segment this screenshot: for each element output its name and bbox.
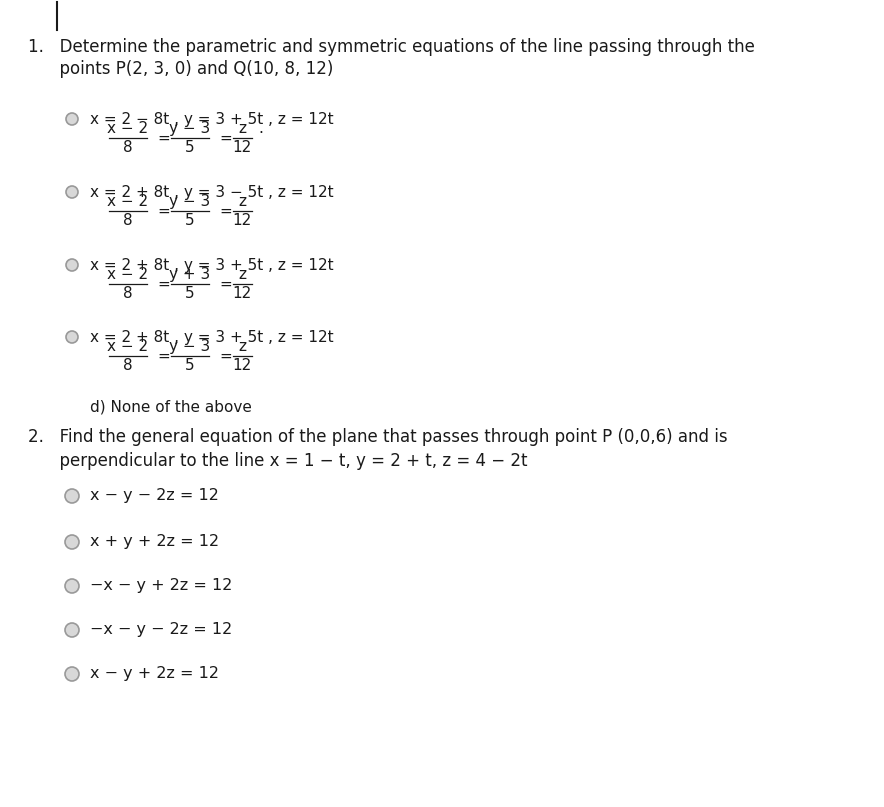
Text: =: = [219,277,232,291]
Text: points P(2, 3, 0) and Q(10, 8, 12): points P(2, 3, 0) and Q(10, 8, 12) [28,60,333,78]
Text: .: . [258,121,263,136]
Text: 12: 12 [232,286,252,301]
Circle shape [66,186,78,198]
Circle shape [65,579,79,593]
Text: z: z [238,194,246,209]
Text: 5: 5 [185,140,194,155]
Text: =: = [157,277,171,291]
Text: 12: 12 [232,213,252,228]
Circle shape [65,489,79,503]
Text: y + 3: y + 3 [169,267,210,282]
Text: 8: 8 [123,358,133,373]
Text: =: = [157,131,171,145]
Text: x − 2: x − 2 [107,267,149,282]
Text: −x − y − 2z = 12: −x − y − 2z = 12 [90,622,232,637]
Text: x = 2 + 8t , y = 3 + 5t , z = 12t: x = 2 + 8t , y = 3 + 5t , z = 12t [90,330,333,345]
Text: =: = [219,349,232,363]
Text: y − 3: y − 3 [169,121,210,136]
Text: =: = [157,349,171,363]
Text: 5: 5 [185,358,194,373]
Text: x − y − 2z = 12: x − y − 2z = 12 [90,488,219,503]
Circle shape [66,113,78,125]
Text: y − 3: y − 3 [169,194,210,209]
Text: x − y + 2z = 12: x − y + 2z = 12 [90,666,219,681]
Circle shape [66,331,78,343]
Text: =: = [219,203,232,219]
Text: 1.   Determine the parametric and symmetric equations of the line passing throug: 1. Determine the parametric and symmetri… [28,38,755,56]
Text: 5: 5 [185,213,194,228]
Text: 5: 5 [185,286,194,301]
Text: =: = [157,203,171,219]
Text: z: z [238,121,246,136]
Text: 2.   Find the general equation of the plane that passes through point P (0,0,6) : 2. Find the general equation of the plan… [28,428,728,446]
Text: z: z [238,267,246,282]
Text: x − 2: x − 2 [107,339,149,354]
Circle shape [66,259,78,271]
Text: x = 2 + 8t , y = 3 − 5t , z = 12t: x = 2 + 8t , y = 3 − 5t , z = 12t [90,185,333,200]
Text: x = 2 + 8t , y = 3 + 5t , z = 12t: x = 2 + 8t , y = 3 + 5t , z = 12t [90,258,333,273]
Text: z: z [238,339,246,354]
Text: =: = [219,131,232,145]
Text: x − 2: x − 2 [107,194,149,209]
Text: x + y + 2z = 12: x + y + 2z = 12 [90,534,219,549]
Circle shape [65,623,79,637]
Text: −x − y + 2z = 12: −x − y + 2z = 12 [90,578,232,593]
Text: 8: 8 [123,286,133,301]
Text: d) None of the above: d) None of the above [90,400,252,415]
Text: 12: 12 [232,358,252,373]
Text: x − 2: x − 2 [107,121,149,136]
Text: x = 2 − 8t , y = 3 + 5t , z = 12t: x = 2 − 8t , y = 3 + 5t , z = 12t [90,112,333,127]
Circle shape [65,667,79,681]
Text: 8: 8 [123,213,133,228]
Circle shape [65,535,79,549]
Text: perpendicular to the line x = 1 − t, y = 2 + t, z = 4 − 2t: perpendicular to the line x = 1 − t, y =… [28,452,528,470]
Text: y − 3: y − 3 [169,339,210,354]
Text: 12: 12 [232,140,252,155]
Text: 8: 8 [123,140,133,155]
